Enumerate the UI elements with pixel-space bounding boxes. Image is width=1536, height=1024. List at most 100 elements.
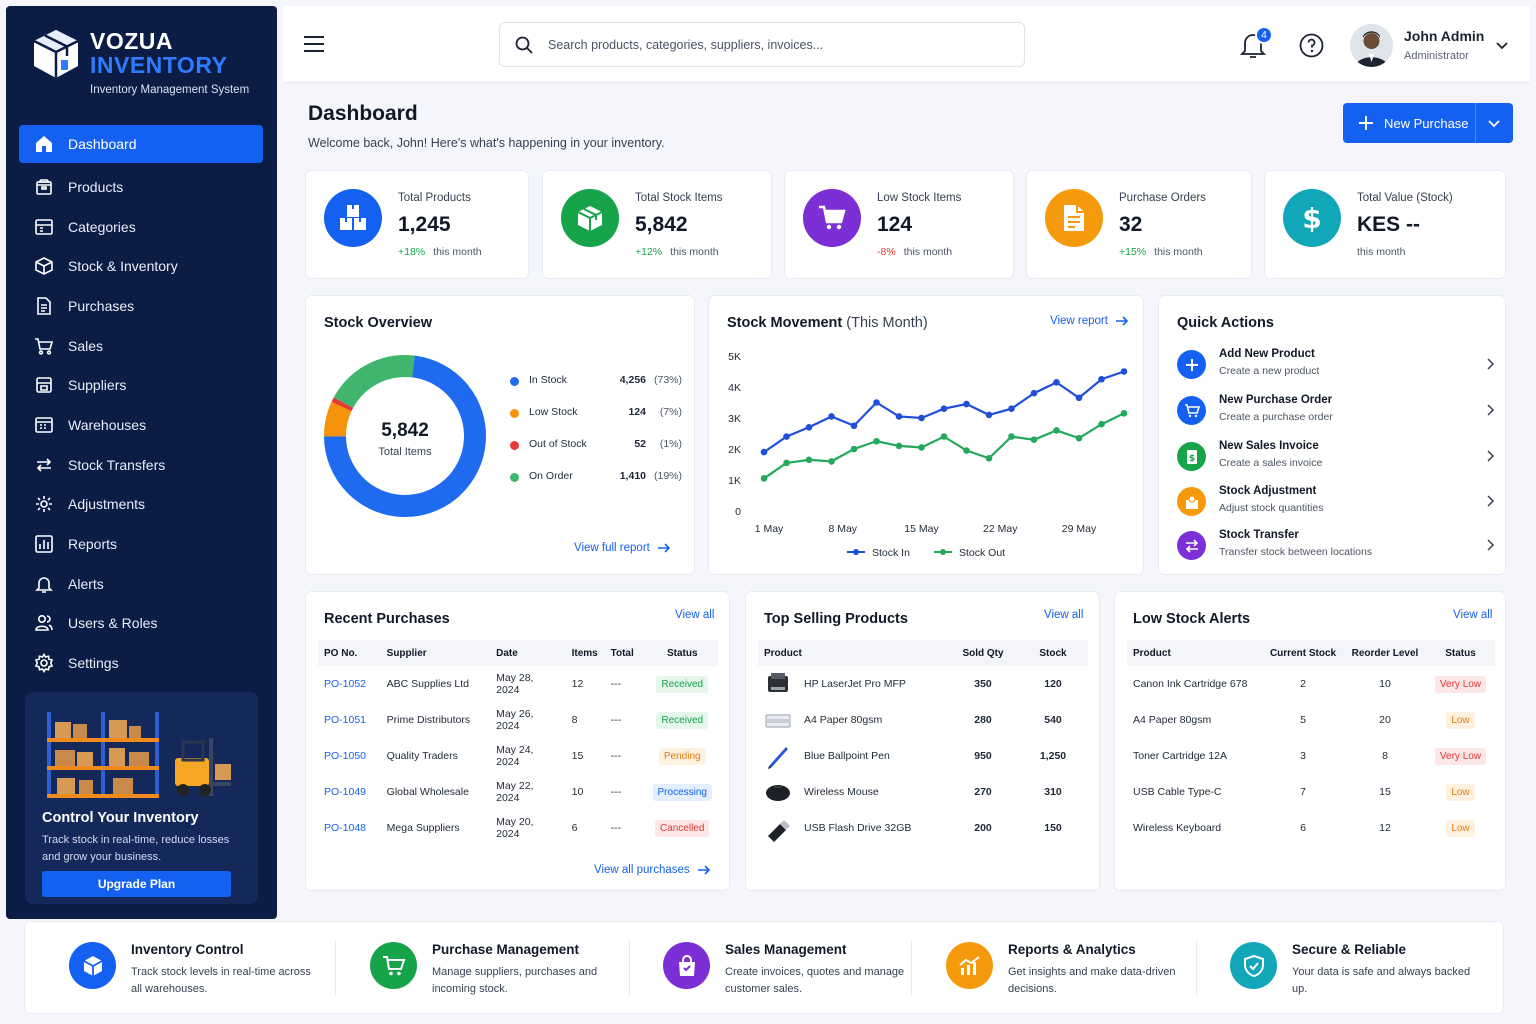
- status-badge: Very Low: [1434, 675, 1487, 693]
- table-row[interactable]: PO-1048 Mega Suppliers May 20, 2024 6 --- Can…: [318, 810, 718, 846]
- sidebar-item-stock-transfers[interactable]: Stock Transfers: [19, 445, 263, 485]
- categories-icon: [33, 216, 55, 238]
- col-header: Stock: [1018, 640, 1088, 666]
- table-row[interactable]: PO-1049 Global Wholesale May 22, 2024 10 ---…: [318, 774, 718, 810]
- chevron-down-icon[interactable]: [1487, 116, 1501, 130]
- document-icon: [1045, 189, 1103, 247]
- sidebar-item-reports[interactable]: Reports: [19, 524, 263, 564]
- bell-icon: [33, 573, 55, 595]
- cart-icon: [803, 189, 861, 247]
- stat-value: 1,245: [398, 213, 451, 236]
- col-header: Status: [646, 640, 718, 666]
- view-report-link[interactable]: View report: [1050, 315, 1129, 327]
- stat-delta: +18% this month: [398, 246, 482, 258]
- user-name[interactable]: John Admin: [1404, 28, 1485, 44]
- help-icon[interactable]: [1299, 33, 1324, 58]
- search-input[interactable]: [548, 37, 988, 52]
- sidebar-item-categories[interactable]: Categories: [19, 207, 263, 247]
- boxes-icon: [324, 189, 382, 247]
- quick-action-stock-adjustment[interactable]: Stock Adjustment Adjust stock quantities: [1177, 483, 1495, 523]
- data-point: [1008, 433, 1015, 440]
- mouse-icon: [766, 785, 790, 801]
- bag-icon: [663, 942, 710, 989]
- table-row[interactable]: Wireless Keyboard 6 12 Low: [1127, 810, 1495, 846]
- feature-inventory-control: Inventory Control Track stock levels in r…: [69, 922, 329, 1015]
- donut-slice-low-stock: [324, 401, 352, 437]
- view-all-link[interactable]: View all: [675, 609, 715, 621]
- table-row[interactable]: PO-1052 ABC Supplies Ltd May 28, 2024 12 ---…: [318, 666, 718, 702]
- status-badge: Processing: [652, 783, 712, 801]
- sidebar-item-suppliers[interactable]: Suppliers: [19, 365, 263, 405]
- sidebar-item-warehouses[interactable]: Warehouses: [19, 405, 263, 445]
- upgrade-promo: Control Your Inventory Track stock in re…: [25, 692, 258, 904]
- data-point: [805, 424, 813, 431]
- data-point: [1098, 375, 1105, 383]
- arrow-right-icon: [697, 865, 710, 875]
- data-point: [918, 414, 925, 422]
- table-row[interactable]: Canon Ink Cartridge 678 2 10 Very Low: [1127, 666, 1495, 702]
- stat-card-total-value[interactable]: $ Total Value (Stock) KES -- this month: [1264, 170, 1506, 279]
- feature-secure-reliable: Secure & Reliable Your data is safe and a…: [1230, 922, 1490, 1015]
- quick-action-add-product[interactable]: Add New Product Create a new product: [1177, 346, 1495, 386]
- sidebar-item-label: Adjustments: [68, 496, 146, 513]
- data-point: [873, 437, 880, 445]
- view-all-link[interactable]: View all: [1453, 609, 1493, 621]
- top-selling-table: Product Sold Qty Stock HP LaserJet Pro M…: [758, 640, 1088, 846]
- status-badge: Very Low: [1434, 747, 1487, 765]
- quick-actions-card: Quick Actions Add New Product Create a ne…: [1158, 295, 1506, 575]
- table-row[interactable]: HP LaserJet Pro MFP 350 120: [758, 666, 1088, 702]
- stat-card-total-stock-items[interactable]: Total Stock Items 5,842 +12% this month: [542, 170, 772, 279]
- menu-icon[interactable]: [303, 35, 325, 53]
- x-tick-label: 29 May: [1062, 523, 1097, 535]
- sidebar-item-adjustments[interactable]: Adjustments: [19, 485, 263, 525]
- chevron-right-icon: [1487, 358, 1495, 370]
- adjust-icon: [1177, 487, 1206, 516]
- stat-value: KES --: [1357, 213, 1420, 236]
- quick-action-new-purchase-order[interactable]: New Purchase Order Create a purchase orde…: [1177, 392, 1495, 432]
- col-header: PO No.: [318, 640, 381, 666]
- table-row[interactable]: USB Cable Type-C 7 15 Low: [1127, 774, 1495, 810]
- sidebar-item-sales[interactable]: Sales: [19, 326, 263, 366]
- sidebar-item-settings[interactable]: Settings: [19, 643, 263, 683]
- usb-icon: [768, 820, 790, 842]
- stat-card-purchase-orders[interactable]: Purchase Orders 32 +15% this month: [1026, 170, 1252, 279]
- table-row[interactable]: USB Flash Drive 32GB 200 150: [758, 810, 1088, 846]
- table-row[interactable]: PO-1051 Prime Distributors May 26, 2024 8 --…: [318, 702, 718, 738]
- donut-slice-in-stock: [324, 355, 486, 517]
- table-row[interactable]: A4 Paper 80gsm 5 20 Low: [1127, 702, 1495, 738]
- new-purchase-button[interactable]: New Purchase: [1343, 103, 1513, 143]
- legend-label: Stock Out: [959, 547, 1005, 559]
- table-row[interactable]: Blue Ballpoint Pen 950 1,250: [758, 738, 1088, 774]
- brand[interactable]: VOZUA INVENTORY Inventory Management Sys…: [28, 26, 268, 106]
- sidebar-item-users-roles[interactable]: Users & Roles: [19, 604, 263, 644]
- sidebar-item-products[interactable]: Products: [19, 167, 263, 207]
- quick-action-new-sales-invoice[interactable]: $ New Sales Invoice Create a sales invoic…: [1177, 438, 1495, 478]
- upgrade-plan-button[interactable]: Upgrade Plan: [42, 871, 231, 897]
- col-header: Items: [565, 640, 605, 666]
- sidebar-item-label: Stock & Inventory: [68, 258, 178, 275]
- plus-icon: [1177, 350, 1206, 379]
- table-row[interactable]: Toner Cartridge 12A 3 8 Very Low: [1127, 738, 1495, 774]
- table-row[interactable]: Wireless Mouse 270 310: [758, 774, 1088, 810]
- sidebar-item-label: Stock Transfers: [68, 456, 166, 473]
- x-tick-label: 15 May: [904, 523, 939, 535]
- stat-card-total-products[interactable]: Total Products 1,245 +18% this month: [305, 170, 529, 279]
- table-row[interactable]: PO-1050 Quality Traders May 24, 2024 15 --- P…: [318, 738, 718, 774]
- donut-center-value: 5,842: [381, 420, 429, 441]
- sidebar-item-stock-inventory[interactable]: Stock & Inventory: [19, 246, 263, 286]
- view-full-report-link[interactable]: View full report: [574, 542, 671, 554]
- view-all-purchases-link[interactable]: View all purchases: [594, 864, 711, 876]
- chevron-down-icon[interactable]: [1495, 38, 1509, 52]
- sidebar-item-purchases[interactable]: Purchases: [19, 286, 263, 326]
- brand-subtitle: Inventory Management System: [90, 84, 250, 96]
- quick-action-stock-transfer[interactable]: Stock Transfer Transfer stock between loc…: [1177, 527, 1495, 567]
- avatar[interactable]: [1350, 24, 1393, 67]
- col-header: Date: [490, 640, 566, 666]
- stat-card-low-stock-items[interactable]: Low Stock Items 124 -8% this month: [784, 170, 1014, 279]
- sidebar-item-dashboard[interactable]: Dashboard: [19, 125, 263, 163]
- data-point: [850, 445, 858, 453]
- search-bar: [499, 22, 1025, 67]
- sidebar-item-alerts[interactable]: Alerts: [19, 564, 263, 604]
- view-all-link[interactable]: View all: [1044, 609, 1084, 621]
- table-row[interactable]: A4 Paper 80gsm 280 540: [758, 702, 1088, 738]
